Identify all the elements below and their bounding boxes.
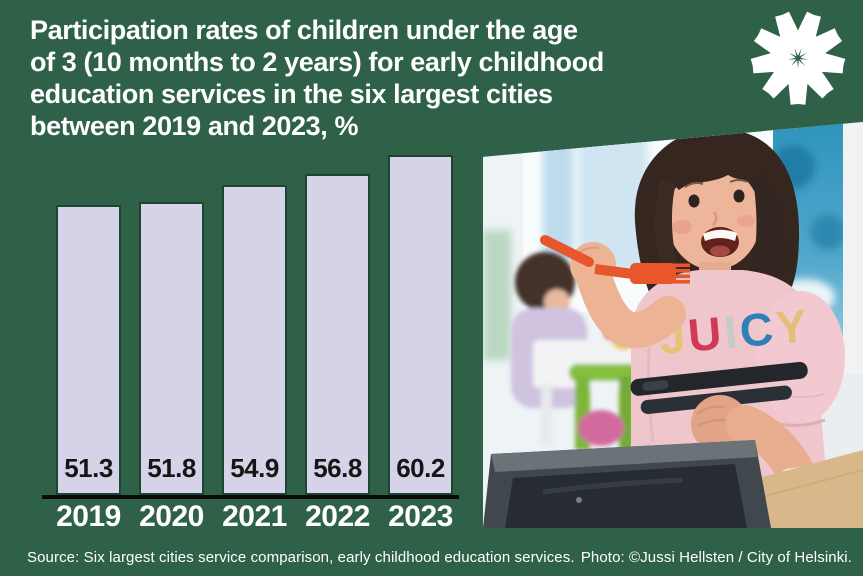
- x-axis-label-2019: 2019: [56, 500, 121, 533]
- x-axis-label-2021: 2021: [222, 500, 287, 533]
- orange-fork: [540, 235, 690, 284]
- title-line-1: Participation rates of children under th…: [30, 15, 578, 45]
- bar-2020: 51.8: [139, 202, 204, 495]
- black-tongs-and-hand: [630, 361, 822, 509]
- bar-2019: 51.3: [56, 205, 121, 495]
- page-title: Participation rates of children under th…: [30, 14, 750, 142]
- bar-2021: 54.9: [222, 185, 287, 495]
- bar-chart: 51.3 51.8 54.9 56.8 60.2 2019 2020 2021 2022 202…: [42, 155, 459, 533]
- source-text: Source: Six largest cities service compa…: [27, 549, 575, 566]
- photo-credit-text: Photo: ©Jussi Hellsten / City of Helsink…: [580, 549, 852, 566]
- bar-2023: 60.2: [388, 155, 453, 495]
- title-line-4: between 2019 and 2023, %: [30, 111, 359, 141]
- bar-value-label: 54.9: [230, 453, 279, 483]
- x-axis-label-2020: 2020: [139, 500, 204, 533]
- title-line-2: of 3 (10 months to 2 years) for early ch…: [30, 47, 604, 77]
- bar-value-label: 51.3: [64, 453, 113, 483]
- x-axis-label-2022: 2022: [305, 500, 370, 533]
- x-axis-label-2023: 2023: [388, 500, 453, 533]
- photo-foreground: [483, 440, 863, 528]
- v-starburst-logo-icon: [750, 11, 846, 105]
- bar-value-label: 56.8: [313, 453, 362, 483]
- photo-toddler: JUICY: [483, 122, 863, 528]
- title-line-3: education services in the six largest ci…: [30, 79, 553, 109]
- bar-value-label: 60.2: [396, 453, 445, 483]
- bar-value-label: 51.8: [147, 453, 196, 483]
- bar-2022: 56.8: [305, 174, 370, 495]
- x-axis-line: [42, 495, 459, 499]
